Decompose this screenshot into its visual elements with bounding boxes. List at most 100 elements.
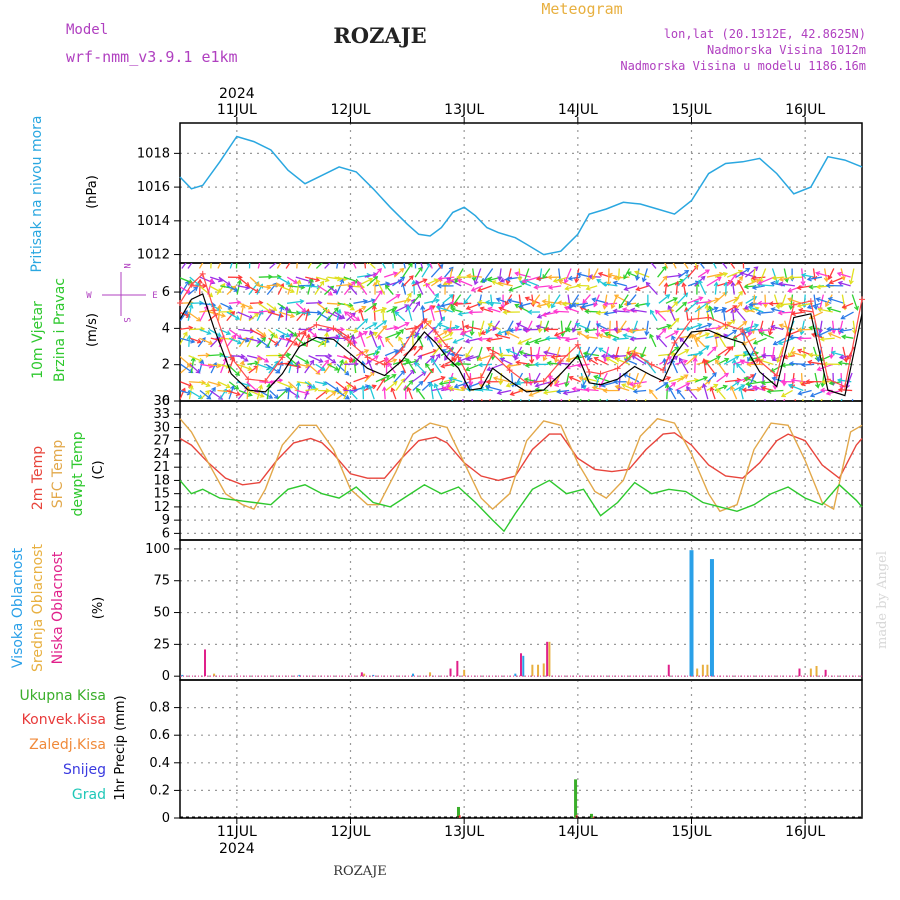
wind-arrow-head [392, 306, 398, 311]
wind-arrow [295, 355, 309, 364]
wind-arrow-head [324, 359, 330, 365]
wind-arrow-head [770, 281, 776, 287]
wind-arrow-head [469, 331, 475, 337]
wind-arrow [827, 307, 841, 313]
x-tick-label-bottom: 11JUL [217, 824, 257, 840]
high-cloud-bar [709, 559, 714, 677]
wind-arrow [207, 363, 221, 367]
wind-arrow-head [836, 377, 843, 383]
wind-arrow [781, 389, 793, 397]
wind-arrow [421, 263, 432, 278]
wind-arrow-head [717, 256, 721, 260]
wind-arrow [752, 285, 765, 289]
wind-arrow [266, 302, 277, 311]
wind-arrow-head [350, 280, 356, 286]
wind-arrow-head [217, 304, 223, 310]
wind-arrow [564, 268, 572, 283]
wind-arrow [412, 280, 416, 295]
watermark: made by Angel [875, 551, 890, 649]
wind-arrow [758, 328, 776, 332]
wind-arrow-head [819, 336, 825, 342]
wind-arrow-head [517, 276, 523, 282]
gust-marker [478, 374, 485, 381]
wind-arrow-head [607, 272, 613, 278]
wind-arrow [373, 305, 376, 321]
wind-arrow [318, 337, 330, 343]
wind-arrow [307, 328, 317, 338]
wind-arrow [385, 337, 394, 348]
wind-arrow [453, 337, 465, 344]
wind-arrow [629, 328, 647, 332]
wind-arrow [748, 306, 764, 313]
wind-arrow-head [711, 346, 717, 352]
wind-arrow [357, 281, 368, 295]
wind-arrow-head [562, 390, 568, 396]
wind-arrow [372, 290, 383, 304]
wind-arrow-head [239, 360, 245, 366]
wind-arrow-head [787, 287, 793, 293]
y-tick-label: 15 [153, 487, 170, 502]
wind-arrow-head [327, 353, 333, 359]
wind-arrow-head [576, 283, 581, 289]
wind-arrow-head [571, 327, 577, 333]
wind-arrow [395, 322, 409, 331]
wind-arrow-head [344, 370, 350, 376]
wind-arrow [180, 310, 188, 322]
wind-arrow-head [788, 274, 794, 281]
wind-arrow [658, 376, 671, 383]
wind-arrow-head [498, 352, 504, 358]
wind-arrow-head [236, 279, 242, 285]
wind-arrow-head [273, 333, 279, 339]
wind-arrow-head [748, 305, 754, 311]
wind-arrow-head [450, 303, 456, 309]
wind-arrow [478, 354, 491, 361]
conv-precip-legend: Konvek.Kisa [22, 712, 106, 728]
wind-arrow [828, 332, 842, 339]
wind-arrow [258, 285, 271, 289]
x-tick-label-top: 13JUL [444, 102, 484, 118]
wind-arrow-head [738, 275, 744, 281]
wind-arrow [423, 368, 434, 383]
wind-arrow-head [581, 383, 586, 389]
wind-arrow-head [406, 386, 412, 392]
wind-arrow-head [209, 255, 213, 259]
wind-arrow-head [724, 357, 730, 363]
wind-arrow [557, 362, 571, 365]
wind-arrow [287, 387, 290, 400]
wind-arrow-head [788, 352, 793, 358]
wind-arrow [324, 355, 336, 364]
wind-arrow-head [617, 412, 621, 416]
wind-arrow-head [278, 313, 285, 318]
wind-arrow-head [707, 322, 713, 328]
y-tick-label: 1014 [137, 214, 170, 229]
wind-arrow [668, 387, 677, 400]
wind-arrow [687, 265, 699, 278]
wind-arrow-head [479, 306, 485, 312]
wind-arrow-head [713, 383, 719, 389]
wind-arrow [256, 337, 270, 348]
wind-arrow-head [413, 254, 417, 258]
wind-arrow-head [339, 326, 345, 333]
wind-arrow-head [812, 275, 818, 281]
wind-arrow [532, 294, 541, 305]
wind-arrow-head [190, 338, 196, 344]
wind-arrow-head [183, 331, 188, 337]
wind-arrow-head [770, 355, 776, 361]
wind-arrow-head [384, 284, 390, 290]
wind-arrow [258, 302, 273, 314]
wind-arrow [742, 389, 755, 392]
wind-arrow-head [304, 359, 310, 364]
wind-arrow [695, 337, 706, 348]
wind-arrow-head [547, 274, 553, 280]
wind-arrow [536, 346, 541, 360]
y-tick-label: 1012 [137, 248, 170, 263]
wind-arrow-head [778, 276, 784, 282]
wind-arrow-head [434, 336, 439, 342]
compass-s: S [121, 317, 131, 322]
wind-arrow [180, 355, 192, 367]
wind-arrow [565, 285, 579, 290]
wind-arrow-head [826, 306, 832, 312]
wind-arrow [838, 281, 851, 287]
wind-arrow-head [268, 394, 274, 399]
dewpt-legend: dewpt Temp [70, 431, 86, 516]
